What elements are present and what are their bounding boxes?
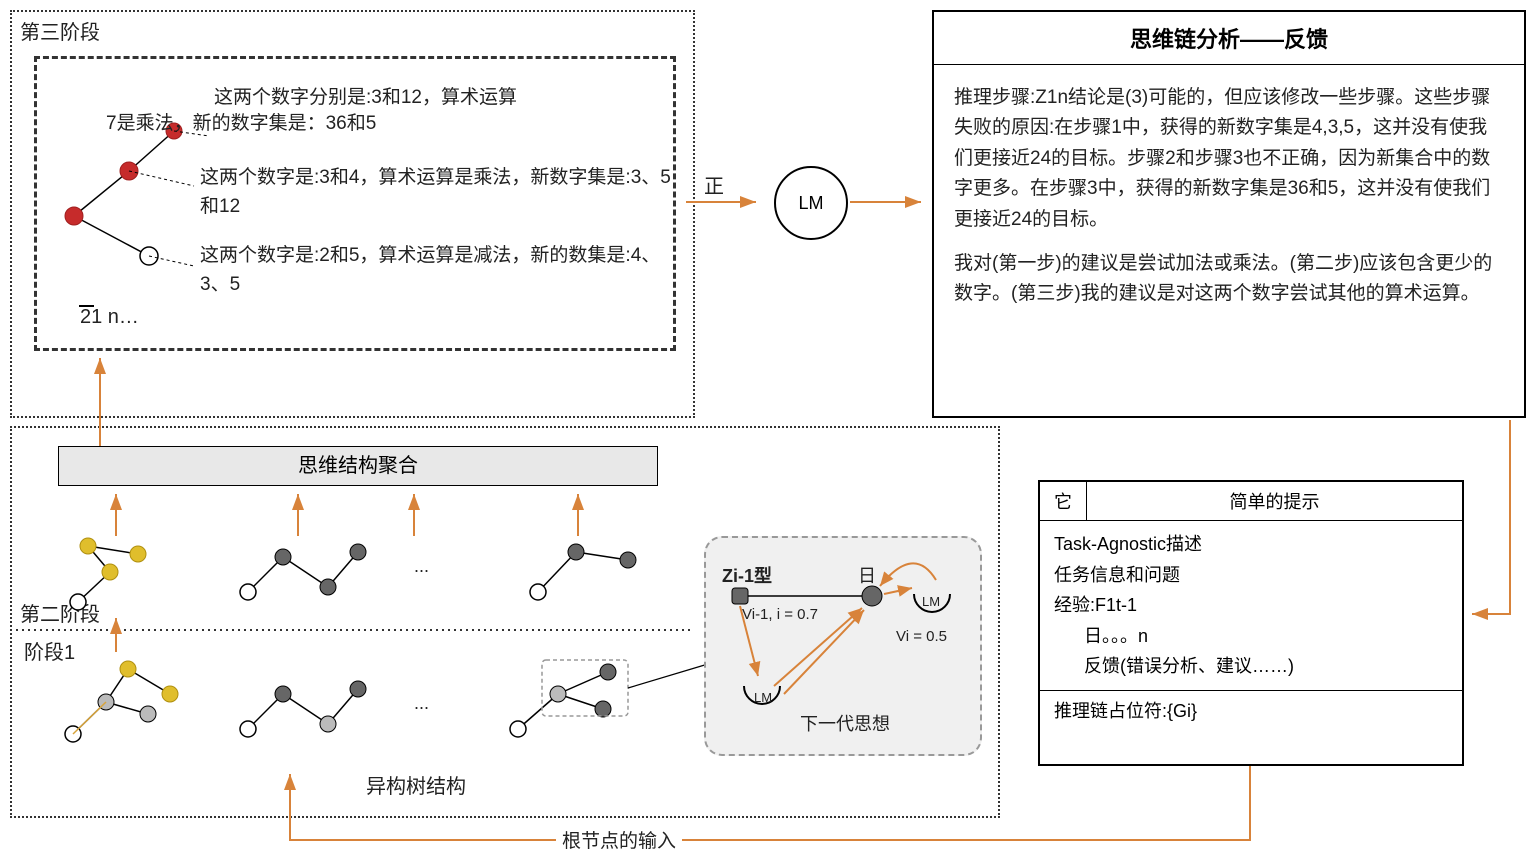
svg-text:...: ... xyxy=(414,693,429,713)
root-input-path xyxy=(10,766,1530,866)
detail-lm1: LM xyxy=(754,690,772,705)
detail-lm2: LM xyxy=(922,594,940,609)
s3-step1a: 这两个数字分别是:3和12，算术运算 xyxy=(214,82,674,109)
detail-vi1: Vi-1, i = 0.7 xyxy=(742,606,818,623)
svg-text:...: ... xyxy=(414,556,429,576)
s3-step2: 这两个数字是:3和4，算术运算是乘法，新数字集是:3、5和12 xyxy=(200,164,675,221)
lm-node-top: LM xyxy=(774,166,848,240)
detail-zi1: Zi-1型 xyxy=(722,562,772,588)
detail-day: 日 xyxy=(858,562,876,588)
feedback-body: 推理步骤:Z1n结论是(3)可能的，但应该修改一些步骤。这些步骤失败的原因:在步… xyxy=(934,65,1524,342)
root-input-label: 根节点的输入 xyxy=(556,826,682,853)
feedback-p1: 推理步骤:Z1n结论是(3)可能的，但应该修改一些步骤。这些步骤失败的原因:在步… xyxy=(954,83,1504,235)
feedback-box: 思维链分析——反馈 推理步骤:Z1n结论是(3)可能的，但应该修改一些步骤。这些… xyxy=(932,10,1526,418)
arrow-label-zheng: 正 xyxy=(704,170,724,199)
diagram-root: 第三阶段 这两个数字分别是:3和12，算术运算 7是乘法，新的数字集是：36和5… xyxy=(10,10,1527,850)
stage2-trees: ... xyxy=(58,532,758,622)
detail-vi: Vi = 0.5 xyxy=(896,628,947,645)
stage1-trees: ... xyxy=(58,654,758,764)
s3-step3: 这两个数字是:2和5，算术运算是减法，新的数集是:4、3、5 xyxy=(200,242,675,299)
s3-step1b: 7是乘法，新的数字集是：36和5 xyxy=(106,108,666,135)
agg-up-arrow xyxy=(70,348,150,458)
feedback-p2: 我对(第一步)的建议是尝试加法或乘法。(第二步)应该包含更少的数字。(第三步)我… xyxy=(954,249,1504,310)
s3-21n: 21 n… xyxy=(80,306,139,329)
feedback-title: 思维链分析——反馈 xyxy=(934,12,1524,65)
detail-next: 下一代思想 xyxy=(800,710,890,736)
stage3-label: 第三阶段 xyxy=(20,16,100,45)
